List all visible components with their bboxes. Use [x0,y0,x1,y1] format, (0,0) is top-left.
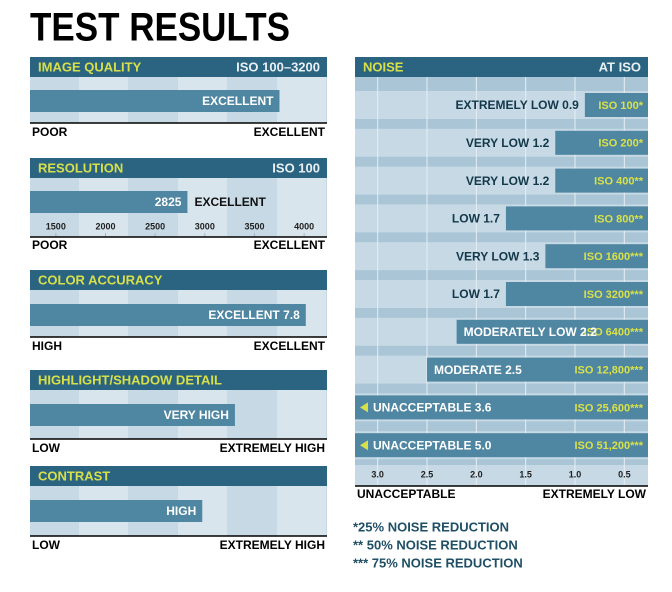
scale-label: HIGH [32,339,62,353]
bar [584,93,648,117]
bar-label: EXCELLENT 7.8 [208,308,300,322]
x-tick-label: 1500 [46,221,66,231]
bar [355,433,648,458]
category-label: ISO 12,800*** [575,365,644,377]
bar-label: HIGH [166,504,196,518]
bar [456,319,648,344]
scale-label: POOR [32,238,68,252]
category-label: ISO 1600*** [584,251,644,263]
bar-label: UNACCEPTABLE 3.6 [373,401,492,415]
category-label: ISO 400** [594,176,644,188]
bar [427,357,648,382]
panel-header [30,57,327,77]
bar [30,500,203,522]
panel-title: RESOLUTION [38,160,123,175]
scale-label: EXTREMELY HIGH [220,538,325,552]
category-label: ISO 200* [598,138,643,150]
bar [30,304,306,326]
panel-header [30,270,327,290]
column-stripe [277,178,326,237]
panel-header [355,57,648,77]
panel-subtitle: ISO 100 [272,160,320,175]
category-label: ISO 6400*** [584,327,644,339]
scale-label: POOR [32,125,68,139]
panel-title: IMAGE QUALITY [38,59,142,74]
overflow-arrow [360,440,368,451]
bar-label: UNACCEPTABLE 5.0 [373,438,492,452]
x-tick-label: 2.5 [421,469,434,479]
category-label: ISO 51,200*** [575,440,644,452]
panel-title: CONTRAST [38,468,110,483]
x-tick-label: 3000 [195,221,215,231]
bar [545,244,648,269]
column-stripe [277,486,326,536]
bar-label: EXTREMELY LOW 0.9 [455,98,579,112]
footnote: ** 50% NOISE REDUCTION [353,537,518,552]
panel-title: COLOR ACCURACY [38,272,163,287]
x-tick-label: 2.0 [470,469,483,479]
panel-subtitle: ISO 100–3200 [236,59,320,74]
scale-label: EXTREMELY HIGH [220,441,325,455]
footnote: *25% NOISE REDUCTION [353,519,509,534]
bar [505,206,648,231]
x-tick-label: 1.0 [569,469,582,479]
tick-band [355,465,648,486]
bar [30,191,188,213]
bar-label: LOW 1.7 [452,212,500,226]
bar [355,395,648,420]
column-stripe [277,390,326,439]
category-label: ISO 100* [598,100,643,112]
panel-title: HIGHLIGHT/SHADOW DETAIL [38,372,222,387]
scale-label: EXTREMELY LOW [543,487,647,501]
scale-label: UNACCEPTABLE [357,487,455,501]
bar-label: MODERATELY LOW 2.2 [464,325,597,339]
scale-label: EXCELLENT [254,125,326,139]
bar [30,90,280,112]
bar-label: VERY LOW 1.2 [466,174,550,188]
bar-label: EXCELLENT [202,94,274,108]
x-tick-label: 0.5 [618,469,631,479]
panel-header [30,370,327,390]
bar [30,404,235,426]
scale-label: LOW [32,441,61,455]
footnote: *** 75% NOISE REDUCTION [353,555,523,570]
bar-annotation: EXCELLENT [194,195,266,209]
x-tick-label: 2500 [145,221,165,231]
bar-label: VERY LOW 1.3 [456,249,540,263]
category-label: ISO 3200*** [584,289,644,301]
column-stripe [277,77,326,123]
bar [555,130,648,155]
bar-label: VERY LOW 1.2 [466,136,550,150]
panel-title: NOISE [363,59,404,74]
overflow-arrow [360,402,368,413]
category-label: ISO 25,600*** [575,402,644,414]
x-tick-label: 1.5 [519,469,532,479]
x-tick-label: 3.0 [371,469,384,479]
page-title: TEST RESULTS [30,6,290,50]
x-tick-label: 2000 [95,221,115,231]
bar [505,282,648,306]
bars [355,93,648,458]
panel-header [30,158,327,178]
scale-label: EXCELLENT [254,238,326,252]
category-label: ISO 800** [594,213,644,225]
scale-label: LOW [32,538,61,552]
bar-label: VERY HIGH [164,408,229,422]
bar-label: LOW 1.7 [452,287,500,301]
scale-label: EXCELLENT [254,339,326,353]
panel-header [30,466,327,486]
bar-label: MODERATE 2.5 [434,363,522,377]
bar [555,168,648,193]
x-tick-label: 4000 [294,221,314,231]
panel-subtitle: AT ISO [599,59,641,74]
bar-label: 2825 [155,195,182,209]
x-tick-label: 3500 [244,221,264,231]
